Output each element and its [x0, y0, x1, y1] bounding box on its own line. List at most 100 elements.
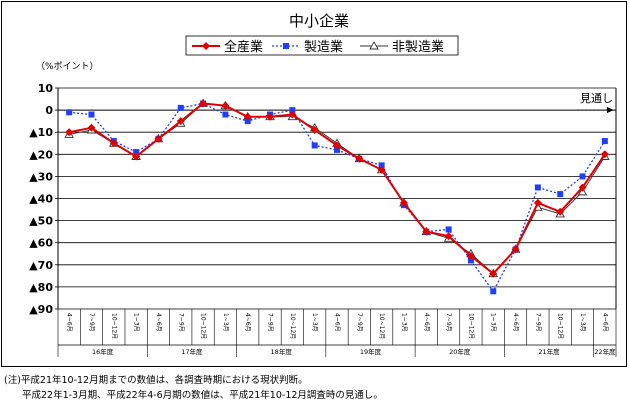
y-tick-label: ▲90 [29, 303, 53, 316]
data-point [289, 107, 296, 114]
series-line [69, 103, 606, 275]
x-tick-label: 7~9月 [445, 313, 452, 332]
data-point [533, 198, 542, 207]
data-point [88, 111, 95, 118]
x-tick-label: 1~3月 [133, 313, 140, 332]
y-tick-label: ▲10 [29, 126, 53, 139]
data-point [310, 125, 319, 134]
fiscal-year-label: 19年度 [360, 347, 382, 356]
y-tick-label: ▲20 [29, 148, 53, 161]
x-tick-label: 10~12月 [467, 313, 474, 339]
data-point [154, 134, 163, 143]
x-tick-label: 4~6月 [334, 313, 341, 332]
x-tick-label: 10~12月 [289, 313, 296, 339]
forecast-label: 見通し [580, 92, 613, 105]
chart-title: 中小企業 [289, 12, 349, 30]
data-point [444, 232, 453, 241]
data-point [202, 42, 210, 50]
data-point [579, 173, 586, 180]
grid [57, 87, 617, 310]
data-point [199, 99, 208, 108]
x-tick-label: 4~6月 [155, 313, 162, 332]
x-tick-label: 7~9月 [534, 313, 541, 332]
data-point [109, 139, 118, 148]
x-tick-label: 4~6月 [244, 313, 251, 332]
data-point [466, 251, 475, 260]
y-tick-label: ▲50 [29, 215, 53, 228]
x-tick-label: 10~12月 [557, 313, 564, 339]
data-point [378, 162, 385, 169]
data-point [311, 142, 318, 149]
y-tick-label: 0 [45, 104, 53, 117]
data-point [221, 101, 230, 110]
data-point [490, 288, 497, 295]
data-point [333, 141, 341, 150]
y-tick-label: ▲80 [29, 281, 53, 294]
x-axis: 4~6月 7~9月 10~12月 1~3月 4~6月 7~9月 10~12月 1~3月 4~6月… [57, 309, 617, 357]
fiscal-year-label: 18年度 [271, 347, 293, 356]
forecast-arrow-head [607, 107, 614, 113]
data-point [132, 152, 141, 161]
data-point [176, 117, 185, 126]
data-point [133, 149, 140, 156]
x-tick-label: 4~6月 [66, 313, 73, 332]
data-point [288, 110, 297, 119]
fiscal-year-label: 21年度 [538, 347, 560, 356]
line-chart: 中小企業 （%ポイント） 全産業 製造業 非製造業 10 0 ▲10 ▲20 ▲30 ▲40 ▲… [29, 12, 617, 357]
data-point [467, 257, 474, 264]
data-point [489, 269, 498, 278]
x-tick-label: 7~9月 [267, 313, 274, 332]
x-tick-label: 1~3月 [311, 313, 318, 332]
data-point [334, 146, 340, 153]
data-point [578, 183, 587, 192]
fiscal-year-label: 17年度 [181, 347, 203, 356]
x-tick-label: 1~3月 [222, 313, 229, 332]
y-tick-label: ▲60 [29, 237, 53, 250]
x-tick-label: 1~3月 [490, 313, 497, 332]
data-point [601, 138, 608, 145]
x-tick-label: 1~3月 [400, 313, 407, 332]
y-ticks: 10 0 ▲10 ▲20 ▲30 ▲40 ▲50 ▲60 ▲70 ▲80 ▲90 [29, 82, 58, 316]
data-point [355, 154, 364, 163]
legend-label: 製造業 [304, 39, 343, 55]
data-point [283, 43, 289, 49]
series-square [66, 100, 608, 295]
data-point [65, 128, 74, 137]
x-tick-label: 7~9月 [88, 313, 95, 332]
x-tick-label: 7~9月 [177, 313, 184, 332]
y-tick-label: ▲30 [29, 170, 53, 183]
x-tick-label: 10~12月 [378, 313, 385, 339]
y-axis-label: （%ポイント） [36, 61, 99, 72]
forecast-indicator: 見通し [577, 92, 614, 113]
x-tick-label: 4~6月 [512, 313, 519, 332]
data-point [87, 123, 96, 132]
data-point [243, 112, 252, 121]
note-1: (注)平成21年10-12月期までの数値は、各調査時期における現状判断。 [4, 375, 308, 386]
data-point [511, 245, 520, 254]
data-point [369, 41, 379, 50]
legend-label: 全産業 [224, 39, 263, 55]
data-point [244, 118, 251, 125]
series-triangle [64, 98, 610, 278]
legend: 全産業 製造業 非製造業 [185, 35, 459, 56]
y-tick-label: 10 [38, 82, 54, 95]
data-point [600, 150, 609, 159]
fiscal-year-label: 20年度 [449, 347, 471, 356]
x-tick-label: 4~6月 [601, 313, 608, 332]
data-point [534, 184, 541, 191]
x-tick-label: 10~12月 [110, 313, 117, 339]
note-2: 平成22年1-3月期、平成22年4-6月期の数値は、平成21年10-12月調査時… [22, 390, 383, 401]
series-group [64, 98, 610, 295]
data-point [445, 226, 452, 233]
data-point [399, 198, 408, 207]
x-tick-label: 10~12月 [200, 313, 207, 339]
data-point [66, 109, 73, 116]
chart-frame: 中小企業 （%ポイント） 全産業 製造業 非製造業 10 0 ▲10 ▲20 ▲30 ▲40 ▲… [1, 1, 627, 367]
data-point [556, 207, 565, 216]
data-point [377, 165, 386, 174]
fiscal-year-label: 16年度 [92, 347, 114, 356]
data-point [266, 112, 275, 121]
fiscal-year-label: 22年度 [594, 347, 616, 356]
data-point [422, 227, 431, 236]
y-tick-label: ▲40 [29, 193, 53, 206]
